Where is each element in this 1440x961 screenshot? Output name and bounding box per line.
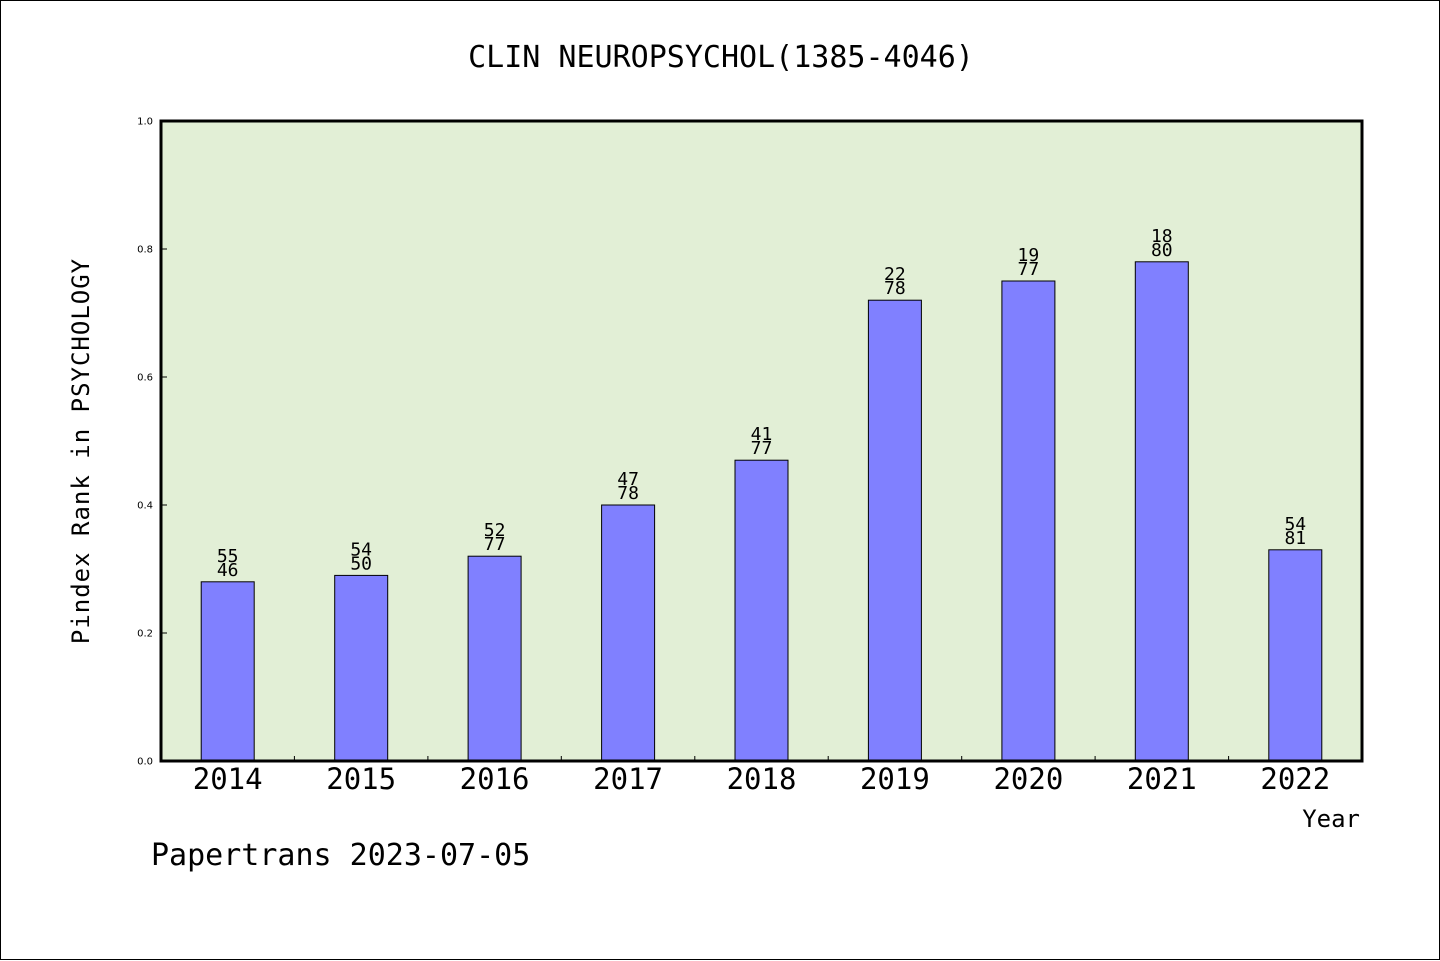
y-tick-label: 0.4: [137, 501, 153, 512]
x-tick-label-2020: 2020: [993, 762, 1063, 796]
footer-credit: Papertrans 2023-07-05: [151, 838, 530, 873]
bar-2020: [1001, 280, 1056, 762]
chart-title: CLIN NEUROPSYCHOL(1385-4046): [468, 40, 974, 75]
bar-2021: [1134, 261, 1189, 762]
bar-2019: [867, 299, 922, 762]
x-tick-label-2017: 2017: [593, 762, 663, 796]
rank-label-2014: 55: [217, 546, 239, 567]
bar-2017: [601, 504, 656, 762]
x-tick-label-2019: 2019: [860, 762, 930, 796]
bar-2022: [1268, 549, 1323, 762]
rank-label-2018: 41: [751, 424, 773, 445]
x-tick-label-2015: 2015: [326, 762, 396, 796]
total-label-2020: 77: [1018, 259, 1040, 280]
total-label-2016: 77: [484, 534, 506, 555]
rank-label-2017: 47: [617, 469, 639, 490]
y-tick-label: 0.2: [137, 629, 153, 640]
rank-label-2021: 18: [1151, 226, 1173, 247]
y-tick-label: 1.0: [137, 117, 153, 128]
total-label-2017: 78: [617, 483, 639, 504]
bar-2014: [200, 581, 255, 762]
rank-label-2016: 52: [484, 520, 506, 541]
rank-label-2020: 19: [1018, 245, 1040, 266]
total-label-2018: 77: [751, 438, 773, 459]
x-axis-label: Year: [1302, 805, 1360, 833]
x-tick-label-2022: 2022: [1260, 762, 1330, 796]
y-tick-label: 0.6: [137, 373, 153, 384]
bar-2018: [734, 459, 789, 762]
bar-2016: [467, 555, 522, 762]
total-label-2022: 81: [1284, 528, 1306, 549]
y-tick-label: 0.0: [137, 757, 153, 768]
bar-2015: [334, 574, 389, 762]
x-tick-label-2016: 2016: [460, 762, 530, 796]
y-axis-label: Pindex Rank in PSYCHOLOGY: [67, 258, 95, 644]
rank-label-2015: 54: [350, 539, 372, 560]
total-label-2021: 80: [1151, 240, 1173, 261]
x-tick-label-2021: 2021: [1127, 762, 1197, 796]
total-label-2019: 78: [884, 278, 906, 299]
plot-border: [159, 119, 1364, 763]
x-tick-label-2014: 2014: [193, 762, 263, 796]
y-tick-label: 0.8: [137, 245, 153, 256]
rank-label-2022: 54: [1284, 514, 1306, 535]
total-label-2014: 46: [217, 560, 239, 581]
total-label-2015: 50: [350, 553, 372, 574]
x-tick-label-2018: 2018: [727, 762, 797, 796]
rank-label-2019: 22: [884, 264, 906, 285]
